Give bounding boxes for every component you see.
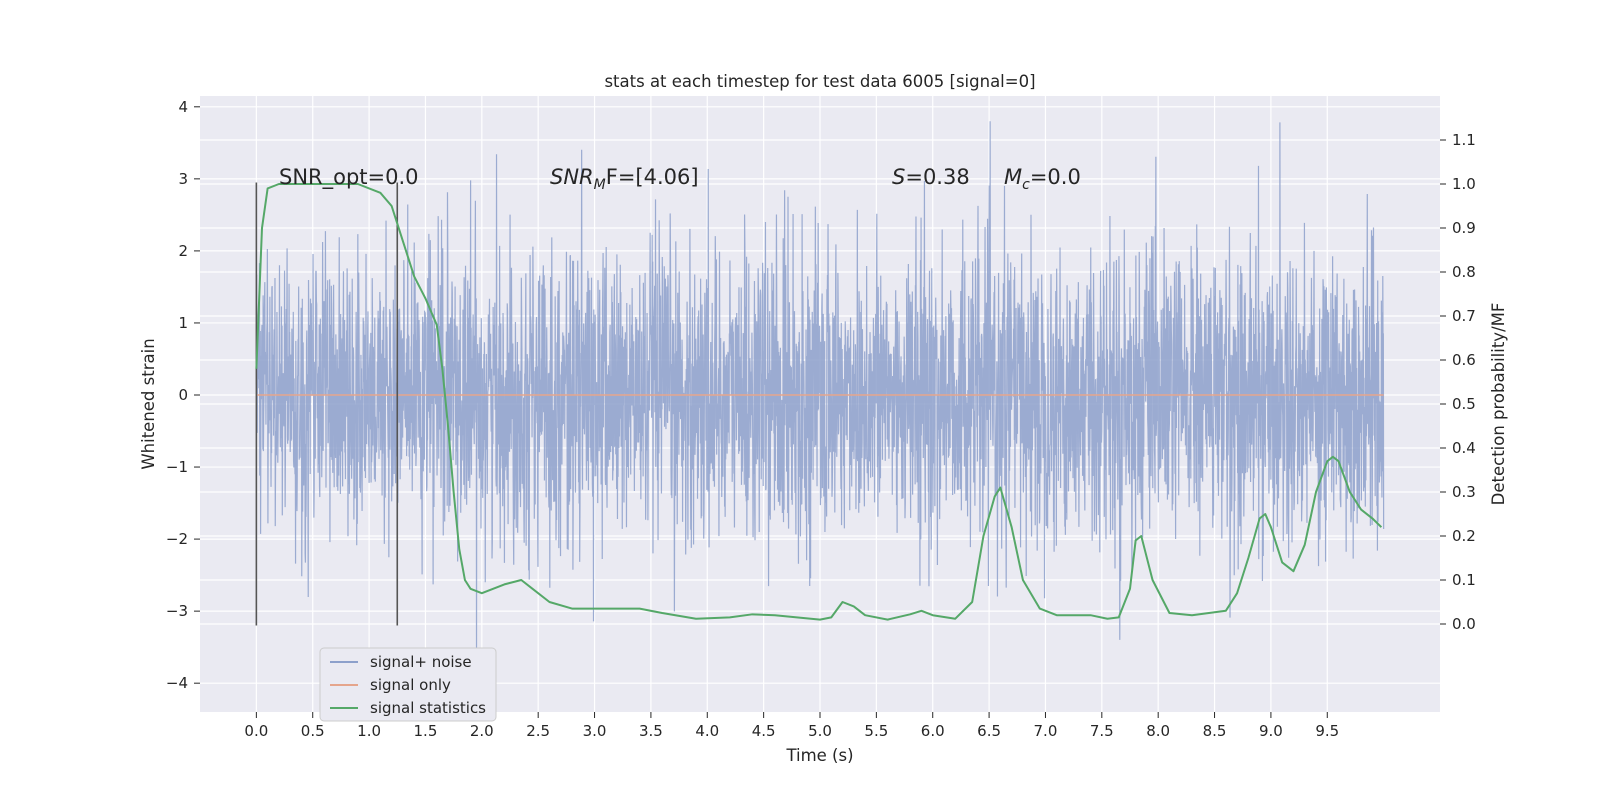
legend-label-signal-statistics: signal statistics bbox=[370, 699, 486, 717]
y-right-tick-label: 0.4 bbox=[1452, 439, 1476, 457]
y-left-tick-label: 2 bbox=[178, 242, 188, 260]
y-left-tick-label: 3 bbox=[178, 170, 188, 188]
x-tick-label: 0.0 bbox=[244, 722, 268, 740]
legend-label-signal-noise: signal+ noise bbox=[370, 653, 472, 671]
y-right-tick-label: 0.7 bbox=[1452, 307, 1476, 325]
y-right-tick-label: 0.0 bbox=[1452, 615, 1476, 633]
annotation-snr-opt: SNR_opt=0.0 bbox=[279, 165, 419, 190]
x-tick-label: 1.0 bbox=[357, 722, 381, 740]
signal-plus-noise-line bbox=[255, 121, 1385, 659]
y-right-tick-label: 0.1 bbox=[1452, 571, 1476, 589]
y-left-tick-label: 0 bbox=[178, 386, 188, 404]
x-tick-label: 4.0 bbox=[695, 722, 719, 740]
x-tick-label: 3.0 bbox=[583, 722, 607, 740]
y-left-tick-label: 4 bbox=[178, 98, 188, 116]
x-tick-label: 5.0 bbox=[808, 722, 832, 740]
x-tick-label: 4.5 bbox=[752, 722, 776, 740]
x-tick-label: 2.5 bbox=[526, 722, 550, 740]
legend-label-signal-only: signal only bbox=[370, 676, 451, 694]
annotation-mc: Mc=0.0 bbox=[1004, 165, 1081, 193]
x-tick-label: 8.0 bbox=[1146, 722, 1170, 740]
x-tick-label: 2.0 bbox=[470, 722, 494, 740]
y-left-tick-label: −1 bbox=[166, 458, 188, 476]
annotation-snr-mf: SNRMF=[4.06] bbox=[550, 165, 699, 193]
x-tick-label: 7.5 bbox=[1090, 722, 1114, 740]
y-right-tick-label: 0.5 bbox=[1452, 395, 1476, 413]
y-right-tick-label: 0.8 bbox=[1452, 263, 1476, 281]
signal-statistics-series bbox=[255, 183, 1383, 621]
y-right-tick-label: 1.1 bbox=[1452, 131, 1476, 149]
y-left-tick-label: −4 bbox=[166, 674, 188, 692]
window-markers bbox=[255, 182, 399, 626]
y-left-tick-label: −2 bbox=[166, 530, 188, 548]
y-right-tick-label: 0.3 bbox=[1452, 483, 1476, 501]
x-tick-label: 5.5 bbox=[864, 722, 888, 740]
signal-statistics-line bbox=[255, 183, 1383, 621]
y-right-tick-label: 0.2 bbox=[1452, 527, 1476, 545]
x-tick-label: 6.5 bbox=[977, 722, 1001, 740]
legend-box bbox=[319, 647, 497, 722]
y-right-tick-label: 0.6 bbox=[1452, 351, 1476, 369]
x-tick-label: 3.5 bbox=[639, 722, 663, 740]
signal-plus-noise-series bbox=[255, 121, 1385, 659]
x-tick-label: 1.5 bbox=[414, 722, 438, 740]
x-tick-label: 7.0 bbox=[1034, 722, 1058, 740]
legend: signal+ noise signal only signal statist… bbox=[319, 647, 497, 722]
x-tick-label: 0.5 bbox=[301, 722, 325, 740]
x-tick-label: 9.5 bbox=[1315, 722, 1339, 740]
y-axis-left-title: Whitened strain bbox=[139, 338, 158, 469]
y-right-tick-label: 1.0 bbox=[1452, 175, 1476, 193]
annotation-s: S=0.38 bbox=[892, 165, 970, 189]
y-axis-right-title: Detection probability/MF bbox=[1489, 303, 1508, 506]
x-tick-label: 8.5 bbox=[1203, 722, 1227, 740]
x-axis-title: Time (s) bbox=[785, 746, 853, 765]
y-left-tick-label: 1 bbox=[178, 314, 188, 332]
axis-ticks: 0.0 0.5 1.0 1.5 2.0 2.5 3.0 3.5 4.0 4.5 5.0 5.5 6.0 6… bbox=[166, 98, 1476, 740]
chart-title: stats at each timestep for test data 600… bbox=[604, 72, 1035, 91]
x-tick-label: 6.0 bbox=[921, 722, 945, 740]
x-tick-label: 9.0 bbox=[1259, 722, 1283, 740]
y-left-tick-label: −3 bbox=[166, 602, 188, 620]
y-right-tick-label: 0.9 bbox=[1452, 219, 1476, 237]
